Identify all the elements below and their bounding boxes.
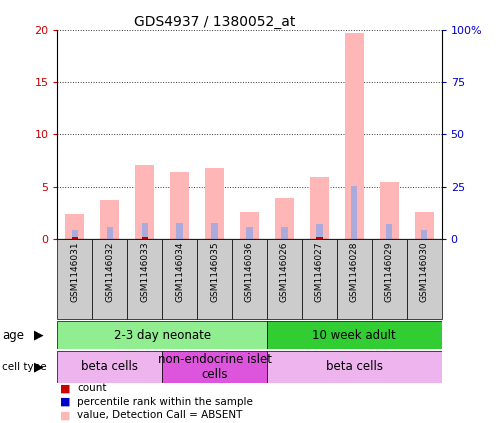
Bar (57, 321, 267, 349)
Bar (232, 239, 267, 319)
Bar (316, 224, 322, 239)
Bar (100, 200, 119, 239)
Bar (380, 182, 399, 239)
Bar (337, 239, 372, 319)
Bar (372, 239, 407, 319)
Bar (267, 239, 302, 319)
Bar (57, 239, 92, 319)
Bar (421, 230, 427, 239)
Text: GSM1146032: GSM1146032 (105, 242, 114, 302)
Bar (127, 239, 162, 319)
Text: value, Detection Call = ABSENT: value, Detection Call = ABSENT (77, 410, 243, 420)
Text: 2-3 day neonate: 2-3 day neonate (114, 329, 211, 342)
Bar (177, 223, 183, 239)
Text: count: count (77, 383, 107, 393)
Bar (135, 165, 154, 239)
Bar (72, 230, 78, 239)
Text: GSM1146036: GSM1146036 (245, 242, 254, 302)
Text: GSM1146035: GSM1146035 (210, 242, 219, 302)
Bar (197, 239, 232, 319)
Bar (386, 224, 392, 239)
Bar (107, 228, 113, 239)
Text: beta cells: beta cells (326, 360, 383, 374)
Bar (247, 228, 252, 239)
Text: GSM1146034: GSM1146034 (175, 242, 184, 302)
Bar (162, 239, 197, 319)
Text: GSM1146028: GSM1146028 (350, 242, 359, 302)
Bar (142, 237, 148, 239)
Bar (205, 168, 224, 239)
Bar (302, 239, 337, 319)
Text: ▶: ▶ (34, 360, 43, 374)
Bar (65, 214, 84, 239)
Bar (415, 212, 434, 239)
Text: 10 week adult: 10 week adult (312, 329, 396, 342)
Bar (345, 33, 364, 239)
Bar (212, 223, 218, 239)
Bar (351, 186, 357, 239)
Bar (162, 351, 267, 383)
Bar (310, 177, 329, 239)
Bar (316, 237, 322, 239)
Text: beta cells: beta cells (81, 360, 138, 374)
Text: GSM1146026: GSM1146026 (280, 242, 289, 302)
Text: non-endocrine islet
cells: non-endocrine islet cells (158, 353, 271, 381)
Bar (267, 321, 442, 349)
Bar (142, 223, 148, 239)
Text: GDS4937 / 1380052_at: GDS4937 / 1380052_at (134, 15, 295, 29)
Text: age: age (2, 329, 24, 342)
Text: ■: ■ (59, 397, 70, 407)
Bar (57, 351, 162, 383)
Bar (407, 239, 442, 319)
Text: GSM1146031: GSM1146031 (70, 242, 79, 302)
Text: percentile rank within the sample: percentile rank within the sample (77, 397, 253, 407)
Text: GSM1146027: GSM1146027 (315, 242, 324, 302)
Bar (281, 228, 287, 239)
Text: ■: ■ (59, 410, 70, 420)
Text: ■: ■ (59, 383, 70, 393)
Text: GSM1146029: GSM1146029 (385, 242, 394, 302)
Bar (275, 198, 294, 239)
Text: GSM1146030: GSM1146030 (420, 242, 429, 302)
Text: cell type: cell type (2, 362, 47, 372)
Bar (267, 351, 442, 383)
Bar (92, 239, 127, 319)
Text: ▶: ▶ (34, 329, 43, 342)
Bar (170, 172, 189, 239)
Bar (240, 212, 259, 239)
Bar (72, 237, 78, 239)
Text: GSM1146033: GSM1146033 (140, 242, 149, 302)
